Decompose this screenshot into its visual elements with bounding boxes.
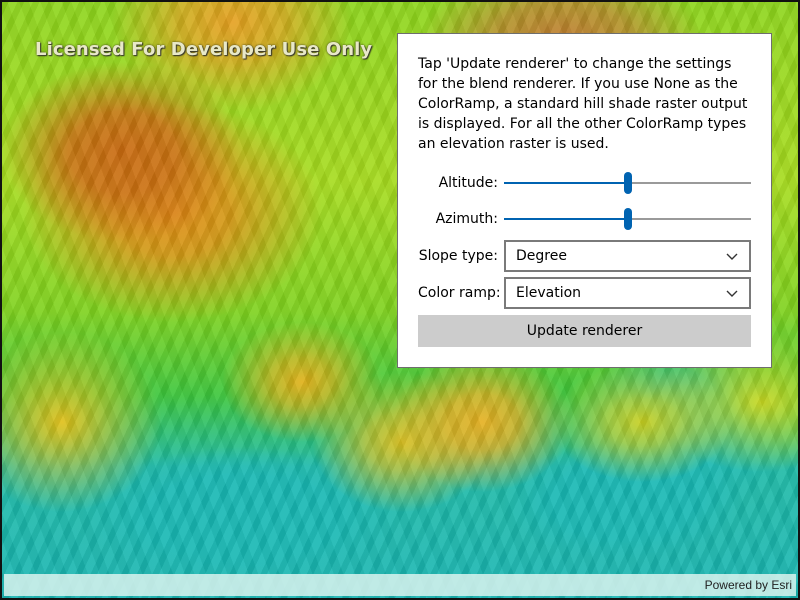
chevron-down-icon [725, 286, 739, 300]
attribution-text[interactable]: Powered by Esri [704, 578, 792, 592]
altitude-label: Altitude: [438, 175, 498, 191]
slope-type-value: Degree [516, 248, 567, 264]
slope-type-dropdown[interactable]: Degree [504, 240, 751, 272]
settings-panel: Tap 'Update renderer' to change the sett… [397, 33, 772, 368]
color-ramp-label: Color ramp: [418, 285, 501, 301]
altitude-slider-fill [504, 182, 628, 184]
slope-type-row: Slope type: Degree [418, 240, 751, 272]
license-watermark: Licensed For Developer Use Only [35, 39, 373, 60]
attribution-bar: Powered by Esri [4, 574, 796, 596]
instructions-text: Tap 'Update renderer' to change the sett… [418, 56, 748, 152]
azimuth-label: Azimuth: [435, 211, 498, 227]
color-ramp-dropdown[interactable]: Elevation [504, 277, 751, 309]
altitude-slider[interactable] [504, 171, 751, 195]
color-ramp-row: Color ramp: Elevation [418, 277, 751, 309]
azimuth-slider-fill [504, 218, 628, 220]
update-renderer-button[interactable]: Update renderer [418, 315, 751, 347]
altitude-slider-thumb[interactable] [623, 172, 632, 194]
slope-type-label: Slope type: [418, 248, 498, 264]
altitude-row: Altitude: [418, 171, 751, 195]
azimuth-slider[interactable] [504, 207, 751, 231]
azimuth-row: Azimuth: [418, 207, 751, 231]
color-ramp-value: Elevation [516, 285, 582, 301]
azimuth-slider-thumb[interactable] [623, 208, 632, 230]
chevron-down-icon [725, 249, 739, 263]
